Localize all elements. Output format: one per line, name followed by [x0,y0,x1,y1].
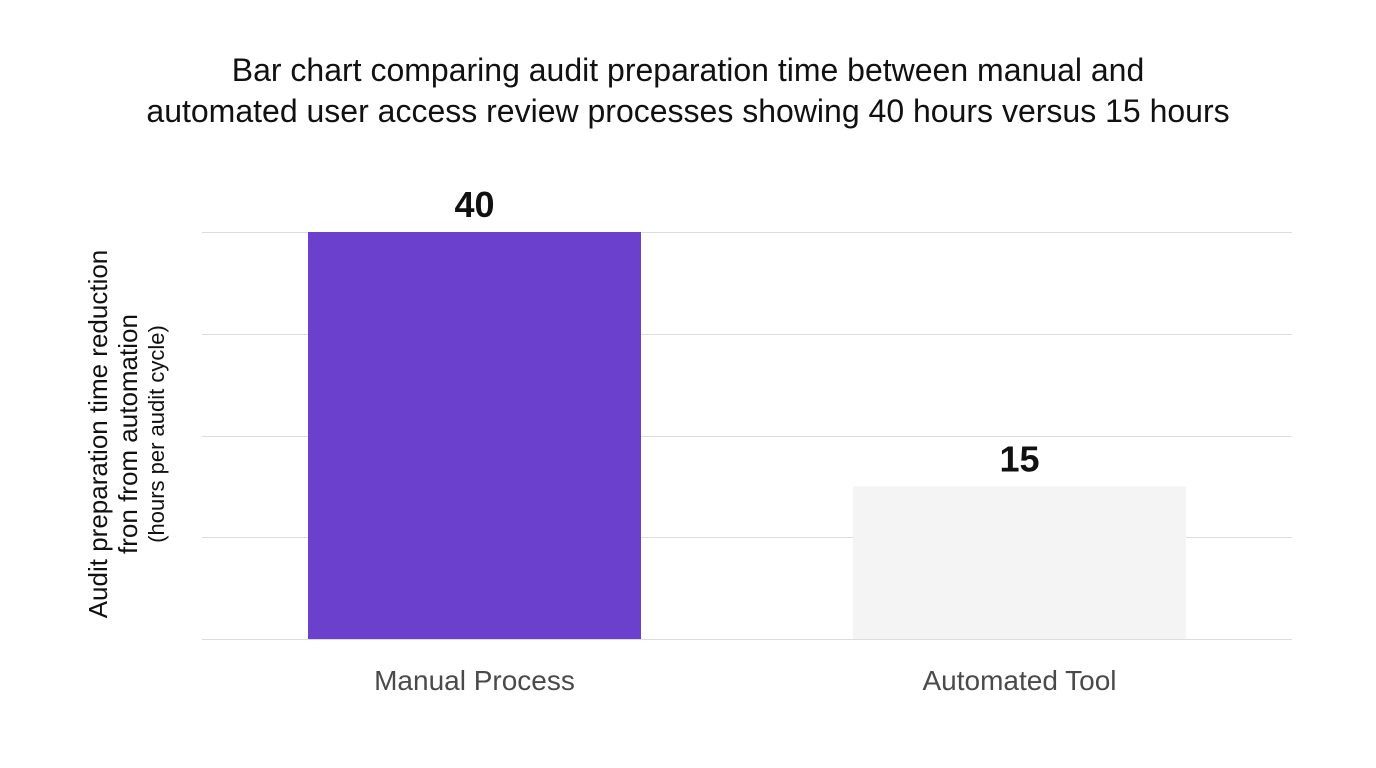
x-tick-label: Automated Tool [922,665,1116,696]
data-label: 40 [454,184,494,225]
x-tick-label: Manual Process [374,665,575,696]
chart-title-line-1: Bar chart comparing audit preparation ti… [231,52,1145,88]
bar [853,486,1186,639]
bar [308,232,641,639]
chart-title: Bar chart comparing audit preparation ti… [0,50,1376,132]
chart-title-line-2: automated user access review processes s… [146,93,1230,129]
data-label: 15 [999,438,1039,479]
